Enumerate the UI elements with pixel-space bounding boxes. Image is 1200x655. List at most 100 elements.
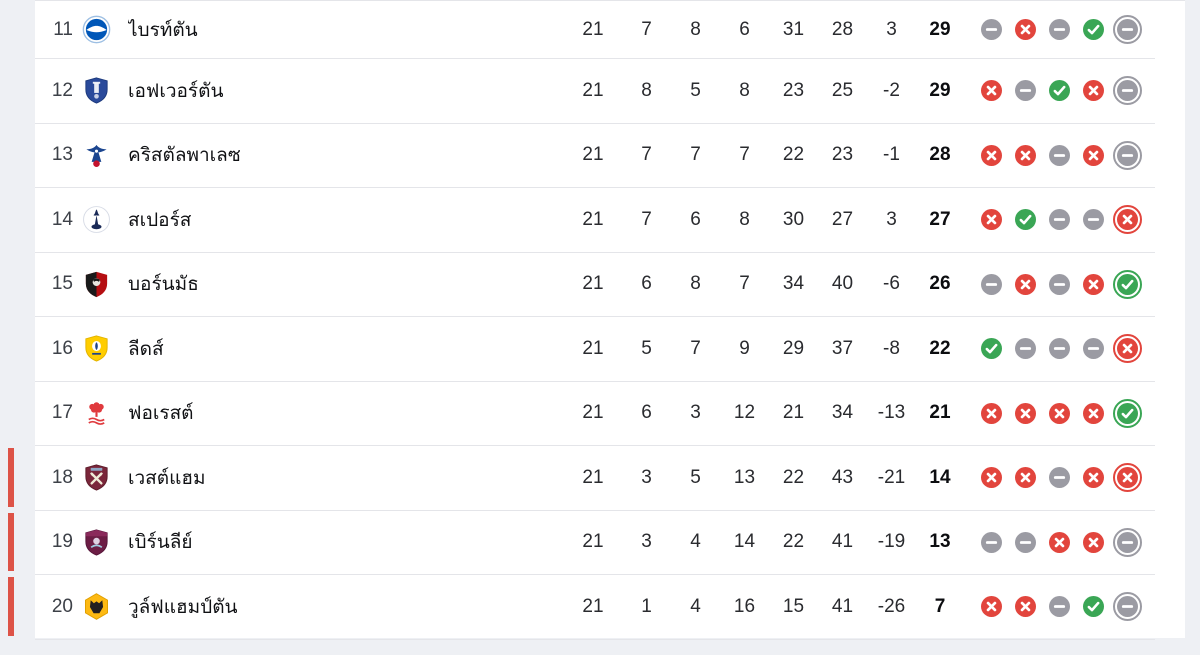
- stat-goals-for: 15: [782, 595, 805, 617]
- form-loss-icon[interactable]: [1083, 402, 1104, 424]
- stat-won: 6: [641, 273, 652, 295]
- table-row[interactable]: 18 เวสต์แฮม 21 3 5 13 22 43 -21 14: [8, 446, 1155, 511]
- form-draw-icon[interactable]: [981, 531, 1002, 553]
- team-name: คริสตัลพาเลซ: [128, 145, 241, 167]
- stat-goals-against: 43: [831, 466, 854, 488]
- table-row[interactable]: 20 วูล์ฟแฮมป์ตัน 21 1 4 16 15 41 -26 7: [8, 575, 1155, 640]
- stat-goals-against: 23: [831, 144, 854, 166]
- form-loss-icon[interactable]: [981, 80, 1002, 102]
- form-draw-icon-latest[interactable]: [1113, 76, 1142, 106]
- form-draw-icon[interactable]: [981, 273, 1002, 295]
- form-draw-icon[interactable]: [1049, 273, 1070, 295]
- form-icons: [964, 76, 1155, 106]
- form-draw-icon[interactable]: [981, 19, 1002, 40]
- stat-goals-against: 34: [831, 402, 854, 424]
- stat-played: 21: [582, 18, 604, 40]
- form-win-icon[interactable]: [1015, 209, 1036, 231]
- stat-drawn: 4: [690, 595, 701, 617]
- form-loss-icon[interactable]: [981, 402, 1002, 424]
- stat-lost: 6: [739, 18, 750, 40]
- stat-goals-against: 41: [831, 595, 854, 617]
- stat-lost: 9: [739, 337, 750, 359]
- form-loss-icon[interactable]: [1015, 467, 1036, 489]
- form-loss-icon[interactable]: [1015, 144, 1036, 166]
- form-draw-icon-latest[interactable]: [1113, 140, 1142, 170]
- stat-won: 3: [641, 466, 652, 488]
- form-draw-icon[interactable]: [1049, 596, 1070, 618]
- team-position: 16: [51, 337, 73, 359]
- team-name: ฟอเรสต์: [128, 403, 194, 425]
- form-loss-icon[interactable]: [1083, 467, 1104, 489]
- stat-goals-against: 41: [831, 531, 854, 553]
- team-name: ลีดส์: [128, 338, 164, 360]
- form-draw-icon-latest[interactable]: [1113, 592, 1142, 622]
- everton-badge: [82, 76, 111, 105]
- form-loss-icon-latest[interactable]: [1113, 463, 1142, 493]
- stat-points: 27: [929, 208, 951, 230]
- form-loss-icon-latest[interactable]: [1113, 205, 1142, 235]
- relegation-indicator: [8, 448, 14, 507]
- form-win-icon[interactable]: [1083, 19, 1104, 40]
- form-draw-icon[interactable]: [1015, 531, 1036, 553]
- table-row[interactable]: 14 สเปอร์ส 21 7 6 8 30 27 3 27: [35, 188, 1155, 253]
- table-row[interactable]: 17 ฟอเรสต์ 21 6 3 12 21 34 -13 21: [35, 382, 1155, 446]
- team-name: บอร์นมัธ: [128, 274, 199, 296]
- table-row[interactable]: 16 ลีดส์ 21 5 7 9 29 37 -8 22: [35, 317, 1155, 382]
- form-draw-icon-latest[interactable]: [1113, 15, 1142, 44]
- form-loss-icon[interactable]: [1083, 80, 1104, 102]
- stat-drawn: 3: [690, 402, 701, 424]
- form-win-icon-latest[interactable]: [1113, 269, 1142, 299]
- stat-drawn: 6: [690, 208, 701, 230]
- stat-played: 21: [582, 273, 604, 295]
- form-win-icon-latest[interactable]: [1113, 398, 1142, 428]
- form-loss-icon[interactable]: [981, 209, 1002, 231]
- form-draw-icon[interactable]: [1049, 19, 1070, 40]
- form-draw-icon-latest[interactable]: [1113, 527, 1142, 557]
- form-draw-icon[interactable]: [1015, 80, 1036, 102]
- form-loss-icon[interactable]: [1015, 402, 1036, 424]
- form-loss-icon[interactable]: [1015, 273, 1036, 295]
- table-row[interactable]: 12 เอฟเวอร์ตัน 21 8 5 8 23 25 -2 29: [35, 59, 1155, 124]
- table-row[interactable]: 15 บอร์นมัธ 21 6 8 7 34 40 -6 26: [35, 253, 1155, 317]
- stat-lost: 7: [739, 273, 750, 295]
- form-loss-icon[interactable]: [1015, 19, 1036, 40]
- form-loss-icon[interactable]: [981, 596, 1002, 618]
- form-win-icon[interactable]: [981, 338, 1002, 360]
- stat-points: 7: [934, 595, 946, 617]
- form-icons: [964, 269, 1155, 299]
- form-draw-icon[interactable]: [1049, 144, 1070, 166]
- form-draw-icon[interactable]: [1049, 467, 1070, 489]
- table-row[interactable]: 13 คริสตัลพาเลซ 21 7 7 7 22 23 -1 28: [35, 124, 1155, 188]
- form-win-icon[interactable]: [1083, 596, 1104, 618]
- form-draw-icon[interactable]: [1015, 338, 1036, 360]
- stat-goals-against: 28: [831, 18, 854, 40]
- form-loss-icon[interactable]: [1083, 531, 1104, 553]
- stat-played: 21: [582, 531, 604, 553]
- form-draw-icon[interactable]: [1083, 209, 1104, 231]
- stat-lost: 8: [739, 208, 750, 230]
- form-draw-icon[interactable]: [1049, 338, 1070, 360]
- stat-played: 21: [582, 402, 604, 424]
- table-row[interactable]: 19 เบิร์นลีย์ 21 3 4 14 22 41 -19 13: [8, 511, 1155, 575]
- form-loss-icon-latest[interactable]: [1113, 334, 1142, 364]
- stat-drawn: 5: [690, 466, 701, 488]
- relegation-indicator: [8, 512, 14, 571]
- form-loss-icon[interactable]: [981, 144, 1002, 166]
- stat-won: 8: [641, 79, 652, 101]
- form-draw-icon[interactable]: [1083, 338, 1104, 360]
- form-loss-icon[interactable]: [1049, 402, 1070, 424]
- stat-points: 28: [929, 144, 951, 166]
- form-draw-icon[interactable]: [1049, 209, 1070, 231]
- stat-goal-diff: 3: [886, 18, 897, 40]
- burnley-badge: [82, 528, 111, 557]
- form-loss-icon[interactable]: [1049, 531, 1070, 553]
- form-win-icon[interactable]: [1049, 80, 1070, 102]
- form-loss-icon[interactable]: [1015, 596, 1036, 618]
- stat-points: 26: [929, 273, 951, 295]
- stat-played: 21: [582, 595, 604, 617]
- table-row[interactable]: 11 ไบรท์ตัน 21 7 8 6 31 28 3 29: [35, 1, 1155, 59]
- form-loss-icon[interactable]: [981, 467, 1002, 489]
- form-loss-icon[interactable]: [1083, 273, 1104, 295]
- stat-lost: 7: [739, 144, 750, 166]
- form-loss-icon[interactable]: [1083, 144, 1104, 166]
